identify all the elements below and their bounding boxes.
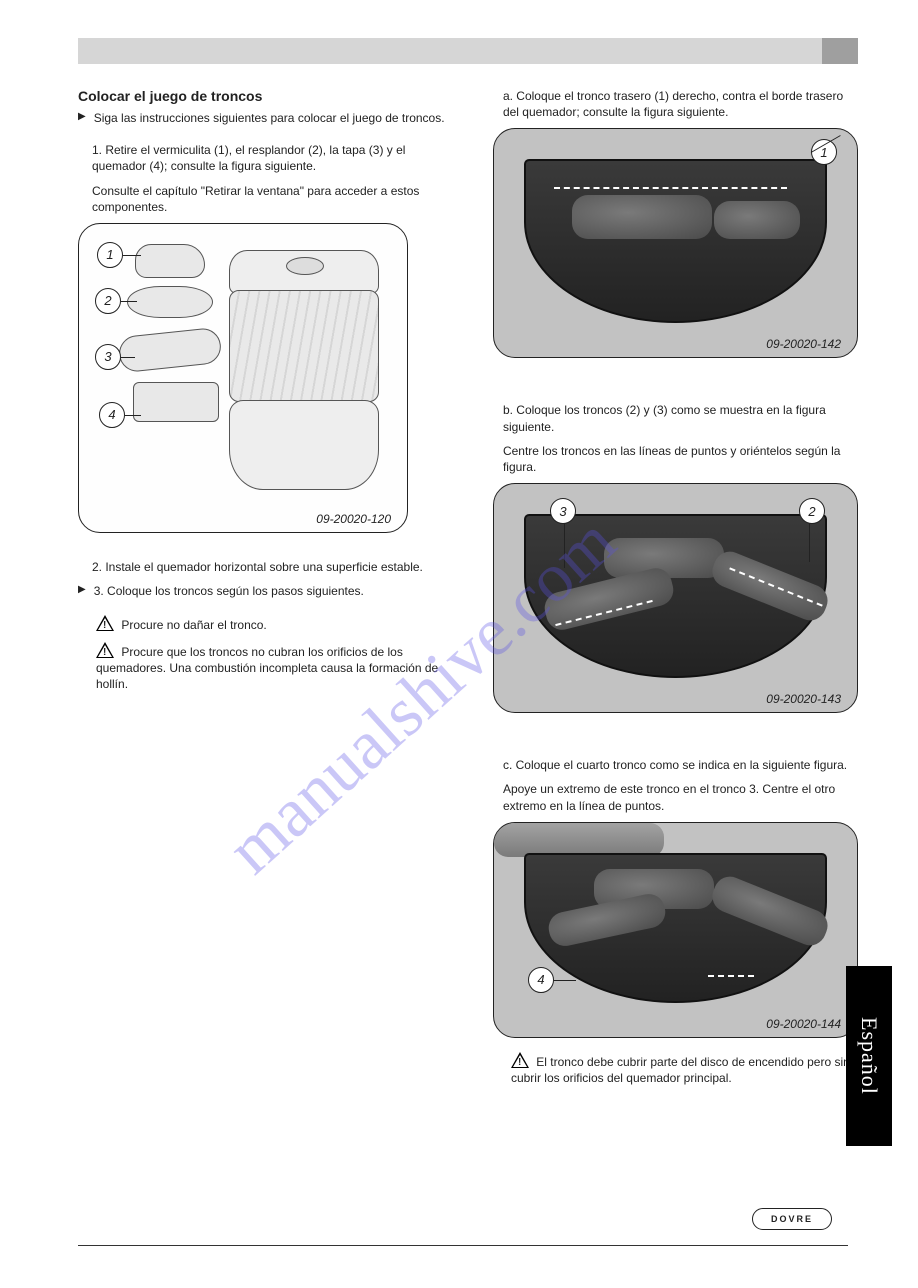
callout-4: 4 bbox=[99, 402, 125, 428]
step-b: b. Coloque los troncos (2) y (3) como se… bbox=[503, 402, 858, 434]
caution-c: ! El tronco debe cubrir parte del disco … bbox=[511, 1052, 858, 1086]
fig-caption: 09-20020-143 bbox=[766, 692, 841, 706]
lead-line bbox=[121, 357, 135, 358]
dashed-guide bbox=[554, 187, 787, 189]
step-3: 3. Coloque los troncos según los pasos s… bbox=[94, 583, 364, 599]
section-heading: Colocar el juego de troncos bbox=[78, 88, 453, 104]
lead-line bbox=[554, 980, 576, 981]
step-3-row: ▶ 3. Coloque los troncos según los pasos… bbox=[78, 583, 453, 607]
triangle-bullet-icon: ▶ bbox=[78, 110, 86, 134]
two-column-layout: Colocar el juego de troncos ▶ Siga las i… bbox=[78, 88, 858, 1094]
callout-3: 3 bbox=[550, 498, 576, 524]
exploded-part-3 bbox=[117, 327, 222, 373]
figure-144: 4 09-20020-144 bbox=[493, 822, 858, 1038]
callout-3: 3 bbox=[95, 344, 121, 370]
side-tab-label: Español bbox=[856, 1017, 882, 1095]
figure-142: 1 09-20020-142 bbox=[493, 128, 858, 358]
callout-2: 2 bbox=[799, 498, 825, 524]
log bbox=[714, 201, 800, 239]
brand-logo-text: DOVRE bbox=[771, 1214, 813, 1224]
lead-line bbox=[125, 415, 141, 416]
log bbox=[572, 195, 712, 239]
caution-b: ! Procure que los troncos no cubran los … bbox=[96, 642, 453, 693]
fig-caption: 09-20020-144 bbox=[766, 1017, 841, 1031]
step-1a: 1. Retire el vermiculita (1), el resplan… bbox=[92, 142, 453, 174]
exploded-part-4 bbox=[133, 382, 219, 422]
stove-top bbox=[229, 250, 379, 294]
step-2: 2. Instale el quemador horizontal sobre … bbox=[92, 559, 453, 575]
lead-line bbox=[123, 255, 141, 256]
footer-rule bbox=[78, 1245, 848, 1246]
left-column: Colocar el juego de troncos ▶ Siga las i… bbox=[78, 88, 453, 1094]
exploded-part-2 bbox=[127, 286, 213, 318]
callout-1: 1 bbox=[97, 242, 123, 268]
page: Colocar el juego de troncos ▶ Siga las i… bbox=[0, 0, 918, 1288]
stove-base bbox=[229, 400, 379, 490]
step-b2: Centre los troncos en las líneas de punt… bbox=[503, 443, 858, 475]
fig-caption: 09-20020-120 bbox=[316, 512, 391, 526]
burner-plate bbox=[524, 159, 827, 323]
caution-c-text: El tronco debe cubrir parte del disco de… bbox=[511, 1055, 850, 1085]
exploded-part-1 bbox=[135, 244, 205, 278]
caution-b-text: Procure que los troncos no cubran los or… bbox=[96, 645, 438, 691]
language-side-tab: Español bbox=[846, 966, 892, 1146]
step-a: a. Coloque el tronco trasero (1) derecho… bbox=[503, 88, 858, 120]
fig-caption: 09-20020-142 bbox=[766, 337, 841, 351]
warning-icon: ! bbox=[96, 642, 114, 658]
intro-text: Siga las instrucciones siguientes para c… bbox=[94, 110, 445, 126]
stove-mid bbox=[229, 290, 379, 402]
right-column: a. Coloque el tronco trasero (1) derecho… bbox=[493, 88, 858, 1094]
warning-icon: ! bbox=[511, 1052, 529, 1068]
header-bar bbox=[78, 38, 858, 64]
caution-a: ! Procure no dañar el tronco. bbox=[96, 615, 453, 633]
front-log bbox=[494, 823, 664, 857]
callout-4: 4 bbox=[528, 967, 554, 993]
para-intro: ▶ Siga las instrucciones siguientes para… bbox=[78, 110, 453, 134]
dashed-guide bbox=[708, 975, 754, 977]
lead-line bbox=[809, 524, 811, 562]
lead-line bbox=[564, 524, 566, 568]
step-c: c. Coloque el cuarto tronco como se indi… bbox=[503, 757, 858, 773]
brand-logo: DOVRE bbox=[752, 1208, 832, 1230]
step-c2: Apoye un extremo de este tronco en el tr… bbox=[503, 781, 858, 813]
figure-120: 1 2 3 4 09-20020-120 bbox=[78, 223, 408, 533]
caution-a-text: Procure no dañar el tronco. bbox=[121, 618, 266, 632]
step-1b: Consulte el capítulo "Retirar la ventana… bbox=[92, 183, 453, 215]
lead-line bbox=[121, 301, 137, 302]
triangle-bullet-icon: ▶ bbox=[78, 583, 86, 607]
warning-icon: ! bbox=[96, 615, 114, 631]
stove-body bbox=[229, 250, 379, 490]
figure-143: 3 2 09-20020-143 bbox=[493, 483, 858, 713]
callout-2: 2 bbox=[95, 288, 121, 314]
